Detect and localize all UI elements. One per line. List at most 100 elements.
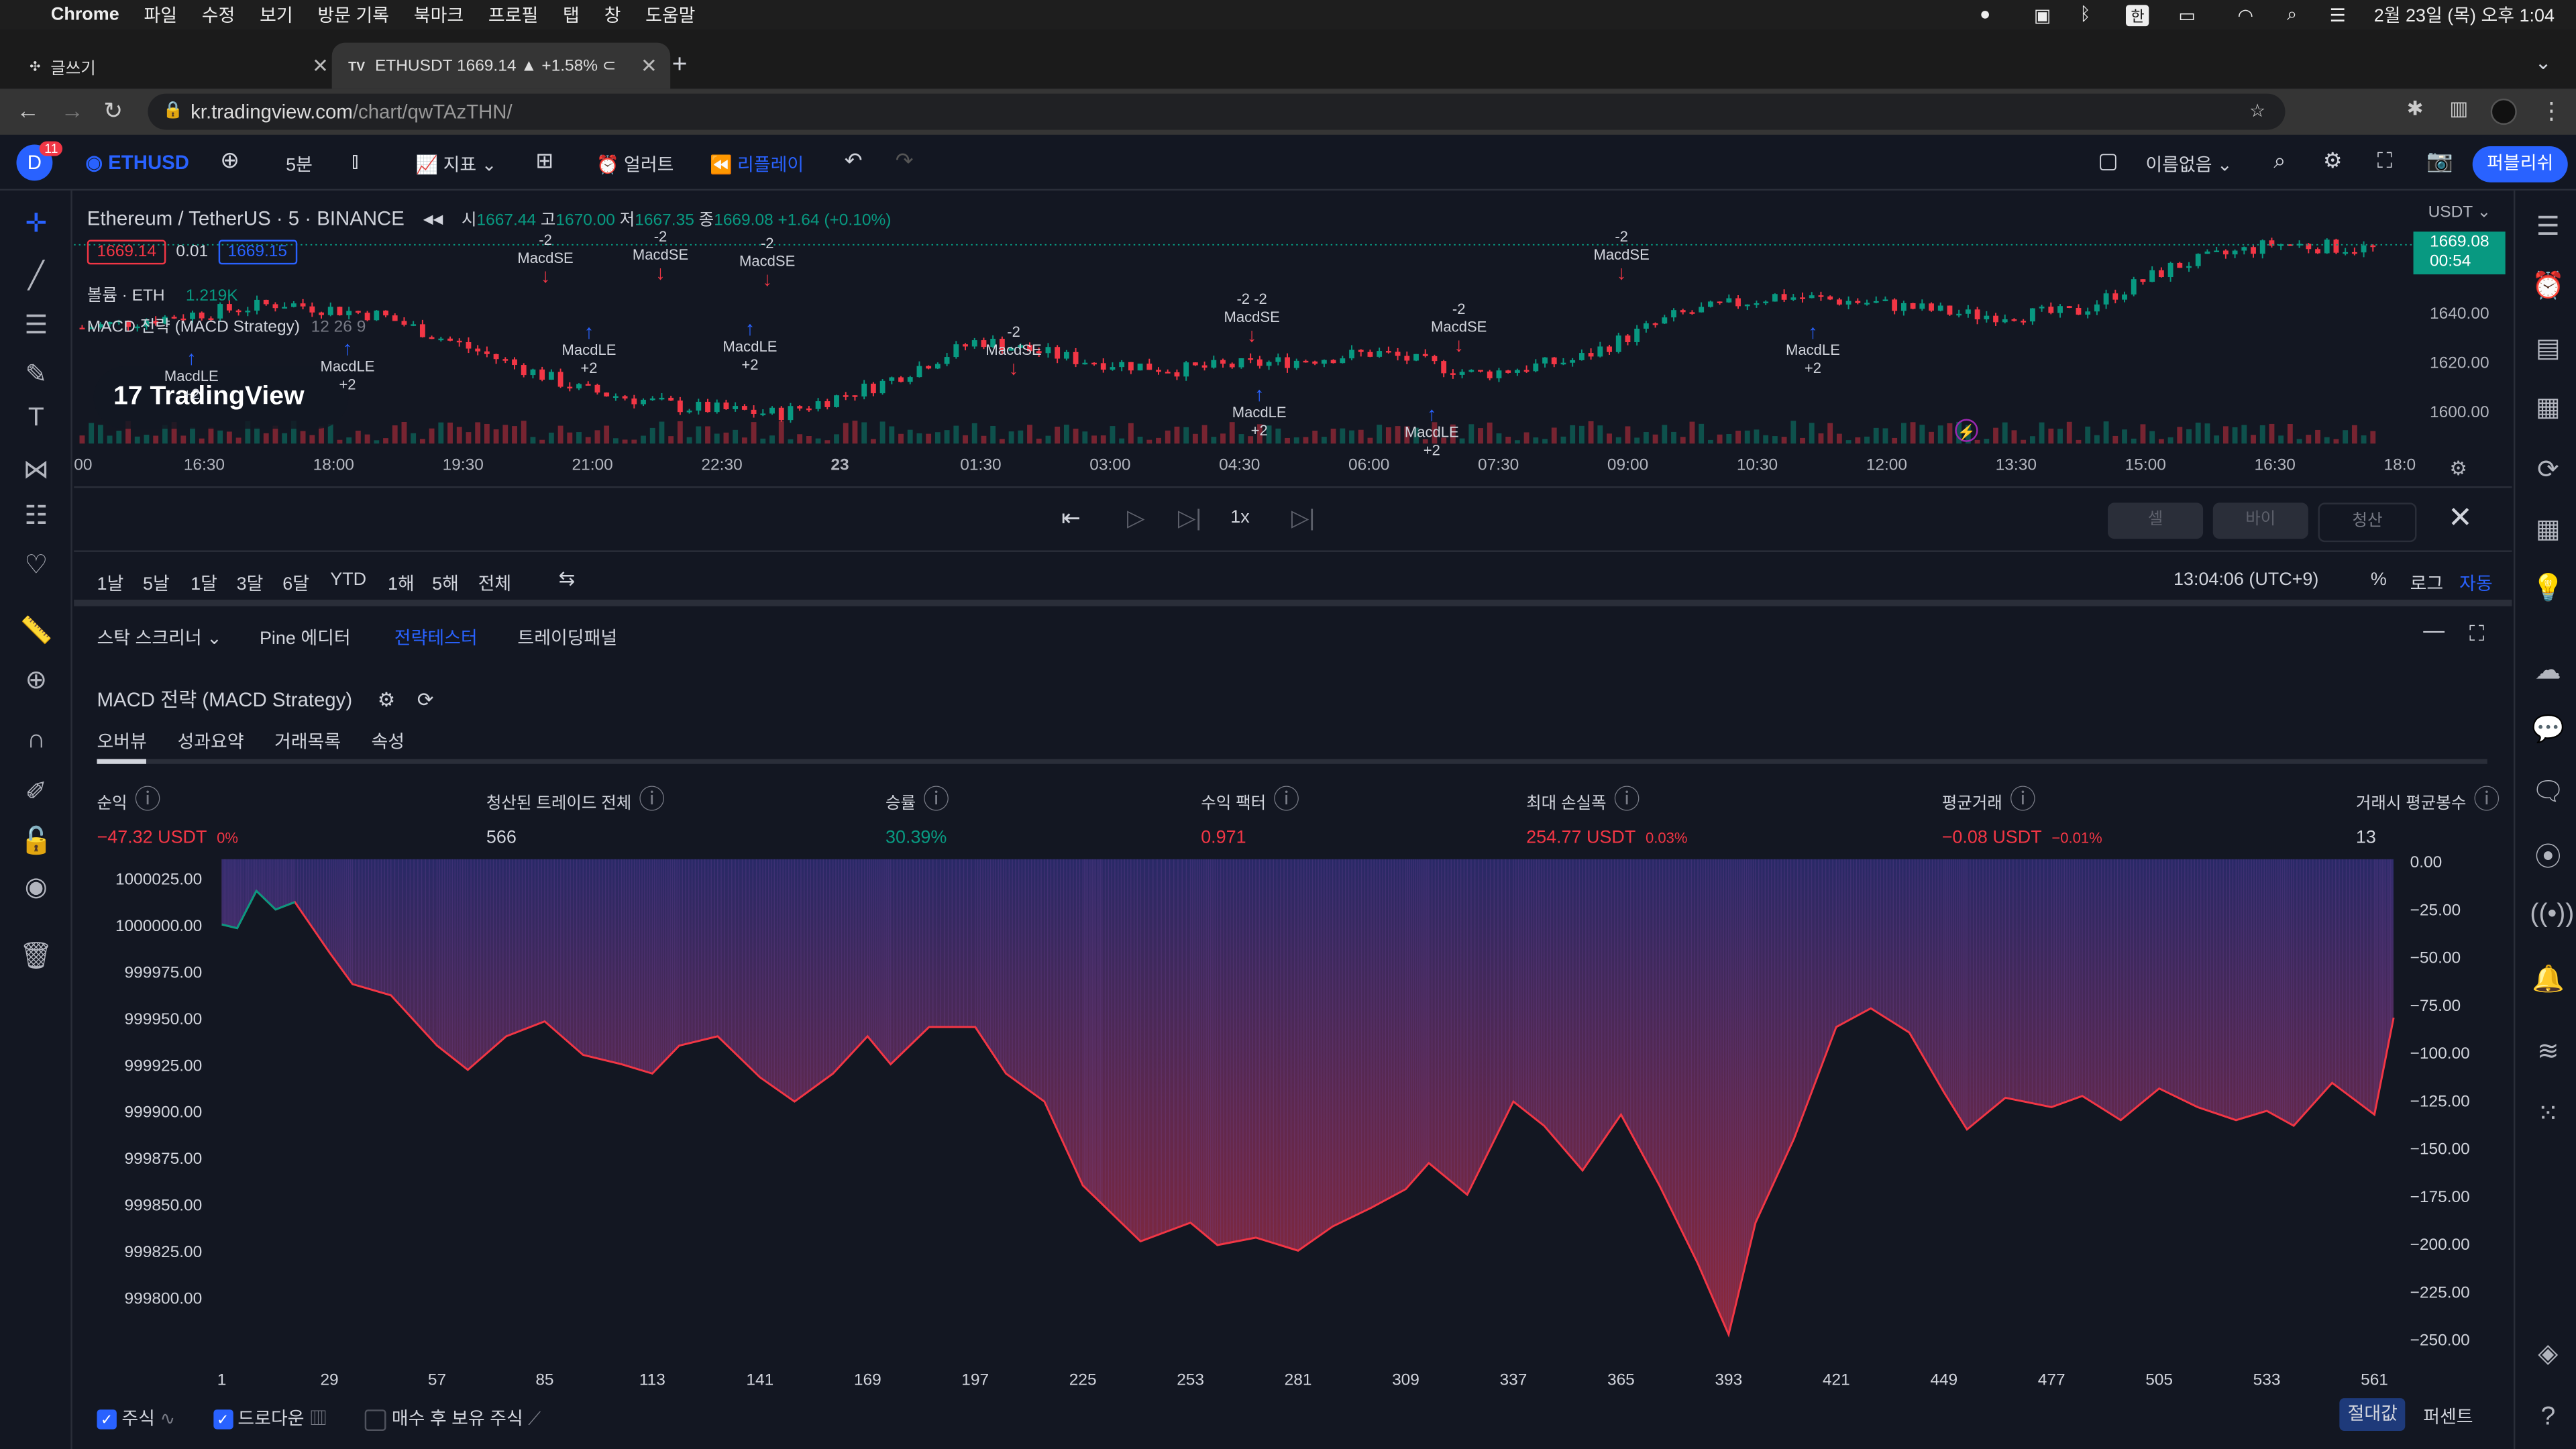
- settings-gear-icon[interactable]: ⚙: [2322, 148, 2343, 173]
- strategy-label[interactable]: MACD 전략 (MACD Strategy): [87, 319, 301, 337]
- search-icon[interactable]: ⌕: [2273, 148, 2286, 173]
- bluetooth-icon[interactable]: ᛒ: [2080, 5, 2091, 25]
- broadcast-icon[interactable]: ((•)): [2530, 900, 2575, 928]
- range-ytd[interactable]: YTD: [330, 570, 367, 590]
- calendar-icon[interactable]: ▦: [2535, 515, 2561, 544]
- subtab-trades-list[interactable]: 거래목록: [274, 733, 341, 753]
- interval-button[interactable]: 5분: [286, 156, 313, 176]
- replay-flatten-button[interactable]: 청산: [2318, 502, 2417, 543]
- browser-tab-active[interactable]: TV ETHUSDT 1669.14 ▲ +1.58% ⊂ ✕: [331, 42, 671, 89]
- axis-settings-gear-icon[interactable]: ⚙: [2449, 456, 2467, 480]
- info-icon[interactable]: ⓘ: [2466, 787, 2500, 815]
- watchlist-icon[interactable]: ☰: [2536, 213, 2560, 241]
- range-3m[interactable]: 3달: [236, 575, 264, 595]
- step-forward-icon[interactable]: ▷|: [1177, 504, 1202, 531]
- trading-panel-icon[interactable]: ≋: [2536, 1038, 2559, 1067]
- info-icon[interactable]: ⓘ: [916, 787, 950, 815]
- absolute-scale-button[interactable]: 절대값: [2339, 1398, 2406, 1432]
- back-button[interactable]: ←: [16, 97, 40, 123]
- layers-icon[interactable]: ◈: [2538, 1340, 2559, 1368]
- auto-scale-toggle[interactable]: 자동: [2459, 575, 2493, 595]
- long-entry-signal[interactable]: ↑ MacdLE +2: [1232, 384, 1287, 441]
- menu-profile[interactable]: 프로필: [488, 6, 539, 27]
- log-scale-toggle[interactable]: 로그: [2410, 575, 2444, 595]
- lock-drawings-icon[interactable]: ✐: [25, 778, 48, 807]
- short-entry-signal[interactable]: -2 MacdSE ↓: [517, 231, 573, 286]
- new-tab-button[interactable]: +: [672, 50, 688, 79]
- menubar-clock[interactable]: 2월 23일 (목) 오후 1:04: [2373, 6, 2555, 27]
- indicators-button[interactable]: 📈 지표 ⌄: [415, 156, 497, 176]
- redo-icon[interactable]: ↷: [895, 148, 914, 173]
- menu-edit[interactable]: 수정: [201, 6, 235, 27]
- range-6m[interactable]: 6달: [282, 575, 310, 595]
- chats-icon[interactable]: ☁: [2534, 657, 2561, 686]
- info-icon[interactable]: ⓘ: [1266, 787, 1300, 815]
- range-1m[interactable]: 1달: [191, 575, 217, 595]
- long-entry-signal[interactable]: ↑ MacdLE +2: [723, 319, 777, 375]
- percent-scale-button[interactable]: 퍼센트: [2423, 1407, 2473, 1428]
- goto-date-icon[interactable]: ⇆: [558, 566, 576, 590]
- replay-sell-button[interactable]: 셀: [2108, 502, 2204, 539]
- hotlist-icon[interactable]: ⟳: [2536, 456, 2559, 485]
- menu-tab[interactable]: 탭: [563, 6, 580, 27]
- timezone-clock[interactable]: 13:04:06 (UTC+9): [2174, 570, 2319, 590]
- short-entry-signal[interactable]: -2 MacdSE ↓: [1431, 301, 1487, 355]
- tab-trading-panel[interactable]: 트레이딩패널: [517, 629, 618, 649]
- record-icon[interactable]: ●: [1980, 5, 1991, 25]
- short-entry-signal[interactable]: -2 -2 MacdSE ↓: [1224, 290, 1279, 345]
- replay-buy-button[interactable]: 바이: [2212, 502, 2308, 539]
- comments-icon[interactable]: 🗨: [2531, 778, 2565, 807]
- long-entry-signal[interactable]: ↑ MacdLE +2: [1786, 322, 1840, 378]
- forward-button[interactable]: →: [60, 97, 84, 123]
- range-5d[interactable]: 5날: [143, 575, 170, 595]
- info-icon[interactable]: ⓘ: [631, 787, 665, 815]
- lightning-event-icon[interactable]: ⚡: [1955, 419, 1978, 442]
- crosshair-icon[interactable]: ✛: [25, 210, 48, 239]
- menu-history[interactable]: 방문 기록: [317, 6, 390, 27]
- fib-icon[interactable]: ☰: [24, 312, 48, 340]
- replay-speed[interactable]: 1x: [1230, 507, 1250, 528]
- spotlight-icon[interactable]: ⌕: [2286, 4, 2298, 24]
- strategy-source-icon[interactable]: ⟳: [417, 688, 434, 712]
- symbol-search[interactable]: ◉ ETHUSD: [85, 151, 190, 174]
- menu-view[interactable]: 보기: [260, 6, 293, 27]
- info-icon[interactable]: ⓘ: [1606, 787, 1640, 815]
- pattern-icon[interactable]: ⋈: [23, 456, 50, 485]
- short-entry-signal[interactable]: -2 MacdSE ↓: [1594, 228, 1650, 282]
- menu-help[interactable]: 도움말: [645, 6, 696, 27]
- drawdown-checkbox[interactable]: ✓: [213, 1409, 233, 1430]
- browser-tab[interactable]: ✣ 글쓰기 ✕: [13, 43, 342, 89]
- trash-icon[interactable]: 🗑: [19, 943, 53, 971]
- buy-hold-checkbox[interactable]: [365, 1409, 387, 1431]
- text-tool-icon[interactable]: T: [28, 404, 44, 433]
- info-icon[interactable]: ⓘ: [2002, 787, 2036, 815]
- control-center-icon[interactable]: ☰: [2329, 5, 2346, 25]
- ruler-icon[interactable]: 📏: [19, 617, 53, 646]
- address-bar[interactable]: 🔒 kr.tradingview.com/chart/qwTAzTHN/ ☆: [148, 93, 2286, 130]
- percent-scale-toggle[interactable]: %: [2370, 570, 2387, 590]
- undo-icon[interactable]: ↶: [844, 148, 863, 173]
- chrome-menu-icon[interactable]: ⋮: [2540, 97, 2563, 123]
- menu-window[interactable]: 창: [604, 6, 621, 27]
- strategy-settings-icon[interactable]: ⚙: [377, 688, 396, 712]
- wifi-icon[interactable]: ◠: [2237, 5, 2254, 25]
- streams-icon[interactable]: ⦿: [2534, 844, 2561, 873]
- favorites-heart-icon[interactable]: ♡: [24, 551, 48, 580]
- object-tree-icon[interactable]: ▦: [2535, 394, 2561, 423]
- visibility-eye-icon[interactable]: ◉: [24, 873, 48, 902]
- chart-type-icon[interactable]: ⫾: [352, 148, 359, 173]
- translate-icon[interactable]: ▣: [2033, 5, 2051, 25]
- short-entry-signal[interactable]: -2 MacdSE ↓: [739, 235, 795, 289]
- bookmark-star-icon[interactable]: ☆: [2249, 101, 2266, 122]
- range-1d[interactable]: 1날: [97, 575, 124, 595]
- expand-icon[interactable]: ⛶: [2377, 148, 2392, 173]
- compare-symbol-icon[interactable]: ⊕: [220, 146, 239, 173]
- messages-icon[interactable]: 💬: [2531, 716, 2565, 745]
- input-source-indicator[interactable]: 한: [2125, 4, 2149, 25]
- subtab-properties[interactable]: 속성: [371, 733, 405, 753]
- tab-stock-screener[interactable]: 스탁 스크리너 ⌄: [97, 629, 222, 649]
- tab-search-icon[interactable]: ⌄: [2534, 50, 2552, 74]
- currency-dropdown[interactable]: USDT ⌄: [2428, 203, 2491, 222]
- legend-collapse-icon[interactable]: ◂◂: [423, 207, 443, 230]
- dom-icon[interactable]: ⁙: [2536, 1100, 2559, 1129]
